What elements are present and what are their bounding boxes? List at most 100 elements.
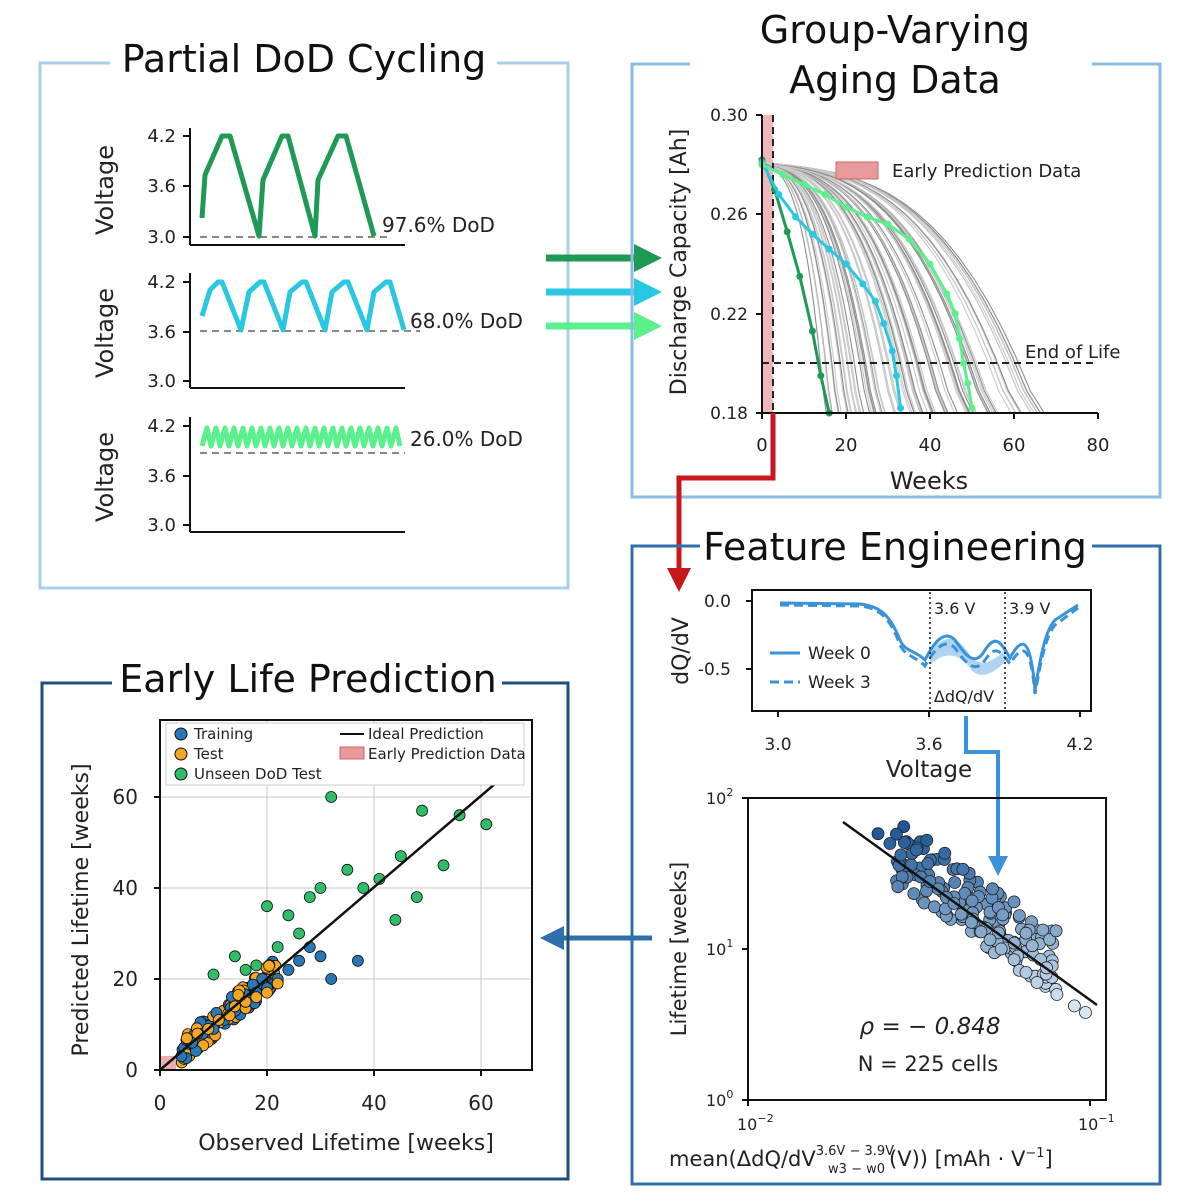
- aging-xtick-0: 0: [756, 435, 767, 456]
- lifetime-cluster-point: [948, 876, 962, 889]
- panel-feature: Feature Engineering 3.6 V 3.9 V ΔdQ/dV W…: [630, 525, 1162, 1186]
- aging-ytick-022: 0.22: [710, 305, 748, 325]
- lifetime-scatter-plot: 102 101 100 10−2 10−1 Lifetime [weeks] m…: [667, 786, 1115, 1177]
- aging-series-point: [859, 280, 867, 288]
- lifetime-cluster-point: [1049, 924, 1063, 938]
- lifetime-cluster-point: [928, 900, 941, 914]
- lifetime-point: [1079, 1006, 1092, 1019]
- prediction-point-unseen-dod-test: [261, 900, 273, 913]
- lifetime-cluster-point: [1025, 939, 1039, 953]
- dod-to-aging-arrows: [546, 244, 662, 340]
- lifetime-point: [983, 933, 997, 947]
- life-ytick-100: 102: [706, 786, 733, 808]
- pred-ytick-60: 60: [113, 785, 138, 809]
- legend-training: Training: [193, 725, 253, 743]
- dod1-tick-42: 4.2: [147, 126, 176, 147]
- dod3-ylabel: Voltage: [91, 432, 119, 522]
- n-cells-label: N = 225 cells: [858, 1052, 999, 1076]
- panel-aging-title-2: Aging Data: [789, 58, 1001, 102]
- pred-ytick-0: 0: [125, 1058, 138, 1082]
- prediction-point-unseen-dod-test: [314, 882, 327, 894]
- aging-ytick-018: 0.18: [710, 404, 748, 424]
- prediction-point-test: [180, 1032, 193, 1045]
- lifetime-cluster-point: [1013, 909, 1026, 922]
- prediction-point-unseen-dod-test: [271, 941, 284, 953]
- aging-series-point: [779, 171, 787, 179]
- ideal-prediction-line: [159, 782, 497, 1071]
- aging-legend-swatch: [835, 161, 879, 180]
- prediction-point-training: [351, 954, 364, 967]
- dqdv-plot: 3.6 V 3.9 V ΔdQ/dV Week 0 Week 3 0.0 -0.…: [669, 589, 1094, 783]
- aging-series-point: [871, 297, 879, 305]
- aging-xtick-80: 80: [1087, 435, 1110, 456]
- lifetime-point: [1068, 999, 1081, 1013]
- aging-bg-curve: [761, 161, 852, 414]
- dod2-label: 68.0% DoD: [410, 309, 523, 333]
- prediction-point-unseen-dod-test: [389, 914, 402, 926]
- prediction-point-unseen-dod-test: [416, 804, 429, 817]
- lifetime-cluster-point: [890, 827, 903, 841]
- prediction-cluster-point: [263, 960, 276, 972]
- prediction-point-unseen-dod-test: [410, 891, 423, 903]
- pred-xtick-0: 0: [154, 1091, 167, 1115]
- dqdv-ylabel: dQ/dV: [669, 617, 694, 685]
- dod3-tick-42: 4.2: [147, 416, 176, 437]
- aging-series-point: [955, 335, 963, 342]
- panel-prediction-title: Early Life Prediction: [119, 657, 496, 701]
- dod3-voltage-trace: [199, 425, 403, 449]
- lifetime-cluster-point: [956, 862, 970, 876]
- aging-series-point: [808, 230, 816, 238]
- panel-dod-frame: [38, 61, 570, 590]
- legend-early: Early Prediction Data: [368, 745, 526, 763]
- dqdv-xtick-42: 4.2: [1066, 735, 1093, 755]
- aging-series-point: [817, 372, 825, 380]
- aging-bg-curve: [761, 161, 1017, 414]
- prediction-points: [175, 791, 493, 1069]
- prediction-legend: Training Test Unseen DoD Test Ideal Pred…: [165, 722, 526, 786]
- panel-feature-title: Feature Engineering: [703, 525, 1087, 569]
- aging-series-point: [783, 228, 791, 236]
- pred-xtick-60: 60: [468, 1091, 493, 1115]
- aging-series-line-1: [760, 161, 903, 409]
- life-xlabel: mean(ΔdQ/dV3.6V − 3.9V w3 − w0 (V)) [mAh ·…: [669, 1144, 1053, 1177]
- aging-series-point: [884, 220, 892, 228]
- life-ylabel: Lifetime [weeks]: [667, 862, 691, 1036]
- panel-aging-frame: [630, 62, 1162, 499]
- dqdv-delta-label: ΔdQ/dV: [934, 687, 994, 706]
- lifetime-cluster-point: [897, 836, 911, 849]
- lifetime-point: [871, 827, 885, 841]
- lifetime-point: [883, 837, 897, 850]
- lifetime-point: [974, 925, 988, 939]
- panel-dod-title: Partial DoD Cycling: [122, 37, 487, 81]
- lifetime-cluster-point: [1007, 895, 1021, 909]
- aging-series-point: [825, 245, 833, 253]
- lifetime-point: [965, 916, 978, 929]
- early-prediction-region: [762, 115, 773, 413]
- prediction-point-unseen-dod-test: [228, 950, 241, 963]
- aging-series-point: [892, 372, 900, 380]
- pred-xtick-40: 40: [361, 1091, 386, 1115]
- aging-plot: End of Life 0.30 0.26 0.22 0.18 0 20 40: [667, 106, 1120, 495]
- prediction-point-unseen-dod-test: [357, 882, 370, 894]
- prediction-point-unseen-dod-test: [437, 859, 450, 872]
- prediction-point-unseen-dod-test: [303, 891, 316, 903]
- dqdv-legend-week0: Week 0: [808, 644, 871, 664]
- prediction-point-unseen-dod-test: [207, 968, 220, 981]
- prediction-point-training: [293, 954, 306, 967]
- panel-prediction-frame: [40, 681, 570, 1181]
- aging-series-point: [842, 203, 850, 211]
- prediction-point-test: [271, 977, 284, 990]
- dqdv-xtick-30: 3.0: [764, 735, 791, 755]
- panel-aging-title-1: Group-Varying: [760, 8, 1030, 52]
- pred-ylabel: Predicted Lifetime [weeks]: [69, 763, 94, 1056]
- prediction-point-training: [282, 964, 295, 976]
- lifetime-point: [894, 848, 908, 862]
- prediction-point-unseen-dod-test: [394, 850, 407, 862]
- lifetime-cluster-point: [986, 882, 999, 896]
- aging-series-point: [905, 235, 913, 243]
- aging-highlight-series: [758, 156, 976, 417]
- aging-series-point: [842, 260, 850, 268]
- panel-prediction: Early Life Prediction 0: [40, 657, 570, 1181]
- aging-xlabel: Weeks: [890, 467, 968, 495]
- dod3-tick-30: 3.0: [147, 515, 176, 536]
